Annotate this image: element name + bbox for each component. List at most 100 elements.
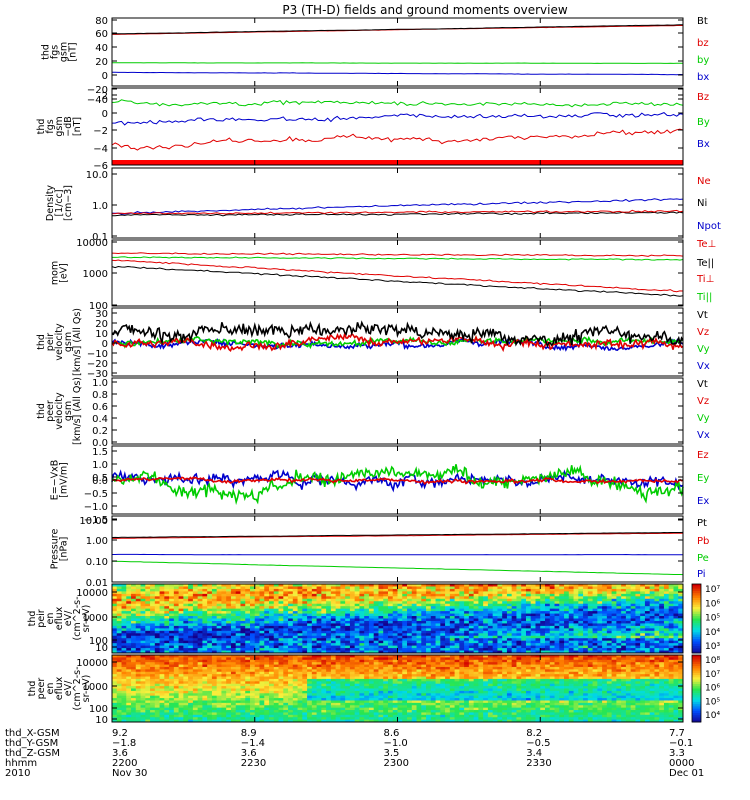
heatmap-cell bbox=[135, 702, 142, 706]
heatmap-cell bbox=[135, 628, 142, 632]
heatmap-cell bbox=[345, 613, 351, 617]
heatmap-cell bbox=[240, 688, 246, 692]
heatmap-cell bbox=[335, 645, 341, 649]
heatmap-cell bbox=[549, 643, 556, 647]
heatmap-cell bbox=[164, 710, 170, 713]
heatmap-cell bbox=[625, 606, 632, 610]
heatmap-cell bbox=[207, 655, 213, 658]
heatmap-cell bbox=[173, 598, 180, 602]
heatmap-cell bbox=[340, 603, 346, 607]
heatmap-cell bbox=[283, 664, 289, 668]
heatmap-cell bbox=[131, 608, 137, 612]
heatmap-cell bbox=[416, 643, 422, 647]
heatmap-cell bbox=[321, 606, 327, 610]
heatmap-cell bbox=[259, 584, 265, 587]
heatmap-cell bbox=[373, 598, 379, 602]
heatmap-cell bbox=[307, 688, 313, 692]
heatmap-cell bbox=[316, 702, 322, 706]
heatmap-cell bbox=[121, 603, 127, 607]
heatmap-cell bbox=[154, 628, 161, 632]
heatmap-cell bbox=[254, 702, 261, 706]
heatmap-cell bbox=[211, 601, 218, 605]
heatmap-cell bbox=[506, 596, 513, 600]
heatmap-cell bbox=[230, 657, 237, 661]
heatmap-cell bbox=[245, 643, 251, 647]
heatmap-cell bbox=[368, 618, 375, 622]
heatmap-cell bbox=[644, 611, 651, 615]
heatmap-cell bbox=[178, 588, 184, 592]
heatmap-cell bbox=[468, 628, 475, 632]
heatmap-cell bbox=[430, 591, 437, 595]
heatmap-cell bbox=[245, 596, 251, 600]
heatmap-cell bbox=[269, 625, 275, 629]
heatmap-cell bbox=[259, 686, 265, 689]
heatmap-cell bbox=[145, 584, 151, 587]
heatmap-cell bbox=[159, 606, 165, 610]
heatmap-cell bbox=[535, 640, 541, 644]
heatmap-cell bbox=[140, 650, 146, 654]
heatmap-cell bbox=[302, 598, 308, 602]
heatmap-cell bbox=[673, 584, 679, 587]
heatmap-cell bbox=[426, 633, 432, 637]
heatmap-cell bbox=[673, 643, 679, 647]
heatmap-cell bbox=[278, 623, 284, 627]
heatmap-cell bbox=[540, 623, 546, 627]
heatmap-cell bbox=[321, 674, 327, 678]
heatmap-cell bbox=[207, 648, 213, 652]
heatmap-cell bbox=[145, 588, 151, 592]
heatmap-cell bbox=[445, 613, 451, 617]
heatmap-cell bbox=[568, 620, 575, 624]
heatmap-cell bbox=[397, 586, 403, 590]
heatmap-cell bbox=[621, 613, 627, 617]
heatmap-cell bbox=[211, 707, 218, 711]
heatmap-cell bbox=[502, 601, 508, 605]
heatmap-cell bbox=[169, 702, 175, 706]
heatmap-cell bbox=[454, 645, 460, 649]
heatmap-cell bbox=[564, 586, 570, 590]
heatmap-cell bbox=[592, 650, 598, 654]
heatmap-cell bbox=[430, 633, 437, 637]
heatmap-cell bbox=[269, 702, 275, 706]
heatmap-cell bbox=[654, 586, 660, 590]
heatmap-cell bbox=[397, 643, 403, 647]
heatmap-cell bbox=[307, 603, 313, 607]
heatmap-cell bbox=[649, 598, 655, 602]
heatmap-cell bbox=[216, 674, 222, 678]
heatmap-cell bbox=[583, 645, 589, 649]
y-axis-label-line: eV/ bbox=[63, 610, 74, 626]
heatmap-cell bbox=[226, 625, 232, 629]
heatmap-cell bbox=[169, 669, 175, 673]
heatmap-cell bbox=[226, 700, 232, 704]
heatmap-cell bbox=[445, 603, 451, 607]
heatmap-cell bbox=[521, 643, 527, 647]
heatmap-cell bbox=[245, 640, 251, 644]
heatmap-cell bbox=[502, 650, 508, 654]
heatmap-cell bbox=[169, 714, 175, 718]
heatmap-cell bbox=[416, 650, 422, 654]
heatmap-cell bbox=[116, 662, 123, 666]
heatmap-cell bbox=[578, 596, 584, 600]
heatmap-cell bbox=[587, 588, 594, 592]
heatmap-cell bbox=[126, 666, 132, 670]
heatmap-cell bbox=[173, 674, 180, 678]
heatmap-cell bbox=[521, 650, 527, 654]
heatmap-cell bbox=[131, 628, 137, 632]
heatmap-cell bbox=[221, 628, 227, 632]
heatmap-cell bbox=[478, 611, 484, 615]
heatmap-cell bbox=[621, 596, 627, 600]
heatmap-cell bbox=[330, 650, 337, 654]
heatmap-cell bbox=[216, 686, 222, 689]
heatmap-cell bbox=[340, 593, 346, 597]
heatmap-cell bbox=[349, 584, 356, 587]
heatmap-cell bbox=[178, 603, 184, 607]
heatmap-cell bbox=[530, 596, 536, 600]
heatmap-cell bbox=[602, 623, 608, 627]
heatmap-cell bbox=[554, 630, 560, 634]
heatmap-cell bbox=[188, 633, 194, 637]
heatmap-cell bbox=[150, 611, 156, 615]
heatmap-cell bbox=[245, 719, 251, 723]
heatmap-cell bbox=[421, 591, 427, 595]
heatmap-cell bbox=[302, 635, 308, 639]
heatmap-cell bbox=[678, 616, 684, 619]
heatmap-cell bbox=[150, 662, 156, 666]
